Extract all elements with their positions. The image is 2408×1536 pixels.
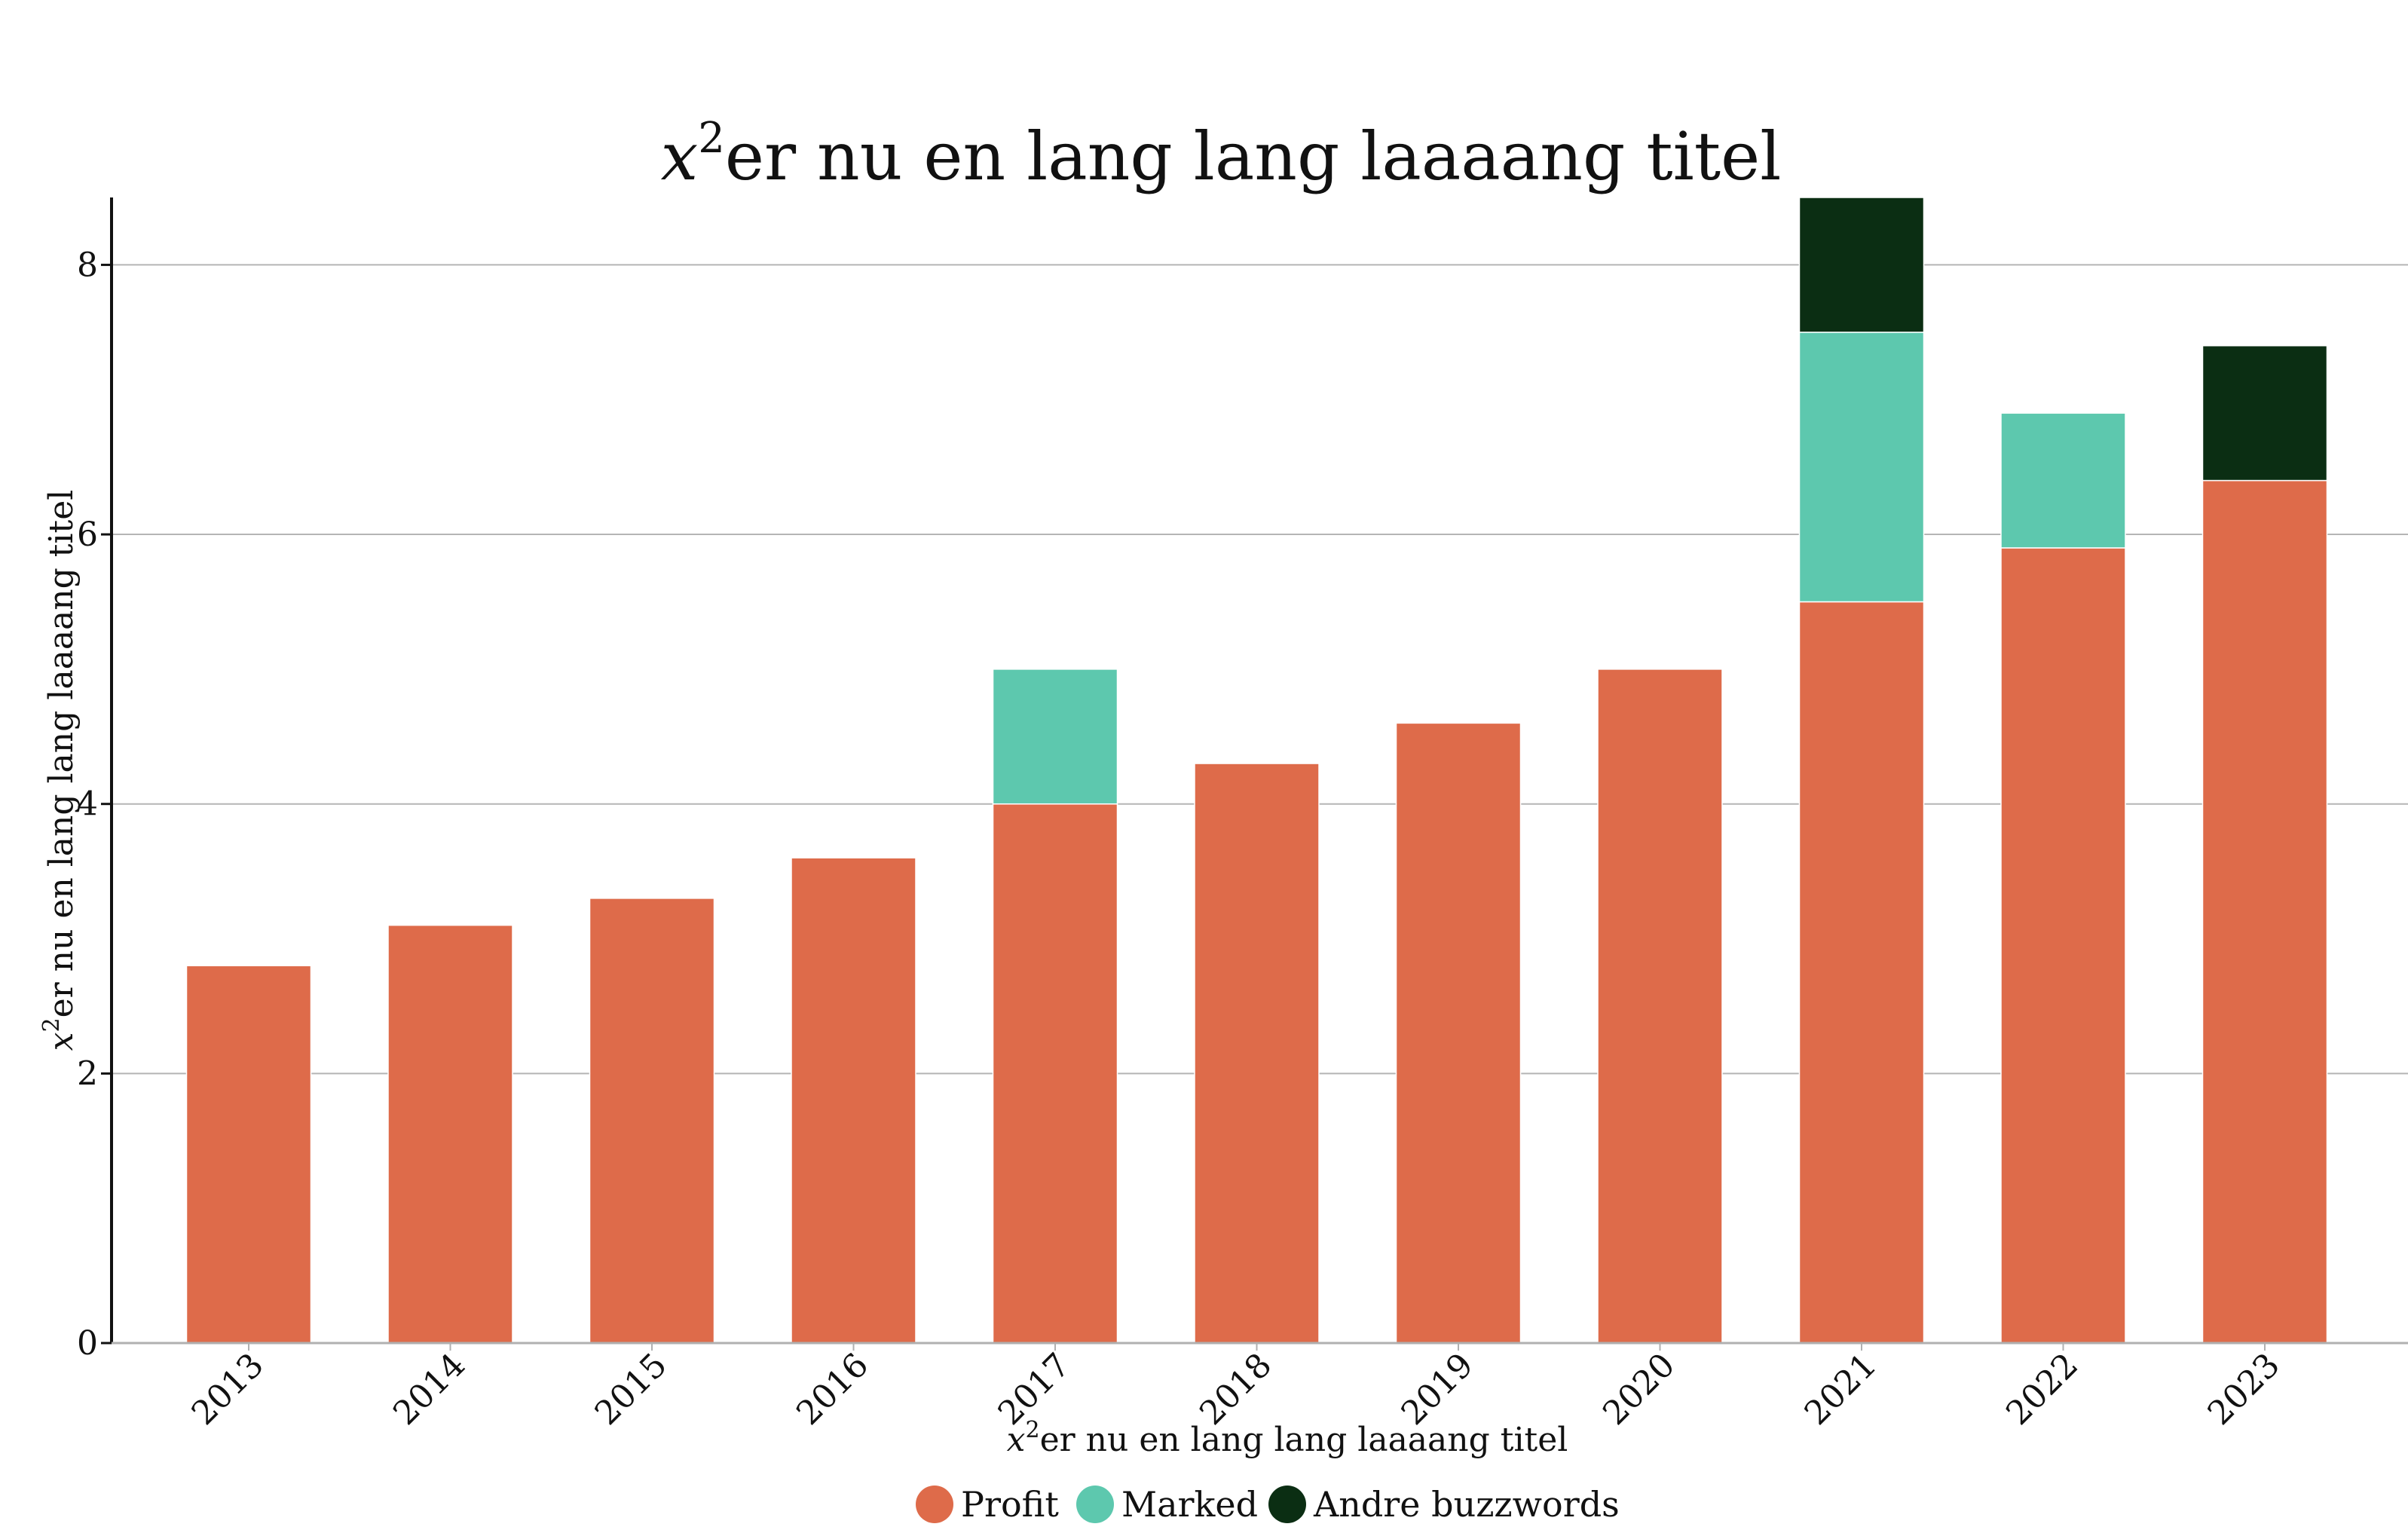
bars <box>185 197 2328 1344</box>
bar-profit-2022 <box>2000 547 2126 1344</box>
x-tick-label-2016: 2016 <box>789 1346 876 1433</box>
x-axis-label: x2er nu en lang lang laaaang titel <box>1007 1417 1568 1459</box>
legend-label-marked: Marked <box>1121 1484 1258 1525</box>
x-tick-label-2023: 2023 <box>2201 1346 2287 1433</box>
legend-swatch-marked <box>1076 1486 1114 1523</box>
bar-marked-2022 <box>2000 412 2126 549</box>
bar-andre-buzzwords-2023 <box>2201 344 2328 482</box>
bar-profit-2015 <box>589 898 715 1344</box>
x-tick-label-2020: 2020 <box>1596 1346 1682 1433</box>
chart-title: x2er nu en lang lang laaaang titel <box>661 114 1782 195</box>
x-tick-label-2019: 2019 <box>1394 1346 1481 1433</box>
bar-profit-2016 <box>791 857 916 1344</box>
bar-marked-2017 <box>992 669 1118 805</box>
x-tick-label-2022: 2022 <box>1999 1346 2085 1433</box>
y-tick-label: 0 <box>77 1324 98 1363</box>
x-tick-label-2018: 2018 <box>1192 1346 1279 1433</box>
legend-label-andre-buzzwords: Andre buzzwords <box>1313 1484 1620 1525</box>
y-axis-ticks: 0 2 4 6 8 <box>77 246 112 1363</box>
legend-swatch-andre-buzzwords <box>1268 1486 1306 1523</box>
y-tick-label: 8 <box>77 246 98 284</box>
x-axis-ticks: 2013 2014 2015 2016 2017 2018 2019 2020 2021 2022… <box>185 1343 2287 1433</box>
bar-profit-2020 <box>1597 669 1723 1344</box>
y-axis-label: x2er nu en lang lang laaaang titel <box>38 490 81 1051</box>
x-tick-label-2015: 2015 <box>588 1346 675 1433</box>
bar-profit-2018 <box>1194 763 1320 1344</box>
legend: Profit Marked Andre buzzwords <box>916 1484 1620 1525</box>
legend-label-profit: Profit <box>961 1484 1059 1525</box>
bar-profit-2021 <box>1798 601 1925 1344</box>
x-tick-label-2021: 2021 <box>1798 1346 1884 1433</box>
bar-andre-buzzwords-2021 <box>1798 197 1925 333</box>
y-tick-label: 4 <box>77 785 98 824</box>
x-tick-label-2014: 2014 <box>386 1346 473 1433</box>
legend-swatch-profit <box>916 1486 953 1523</box>
y-tick-label: 6 <box>77 516 98 554</box>
x-tick-label-2013: 2013 <box>185 1346 271 1433</box>
bar-profit-2013 <box>185 965 312 1344</box>
bar-marked-2021 <box>1798 332 1925 603</box>
bar-profit-2019 <box>1395 722 1522 1344</box>
y-tick-label: 2 <box>77 1054 98 1093</box>
bar-profit-2014 <box>387 924 513 1344</box>
bar-profit-2023 <box>2201 479 2328 1344</box>
bar-profit-2017 <box>992 803 1118 1344</box>
